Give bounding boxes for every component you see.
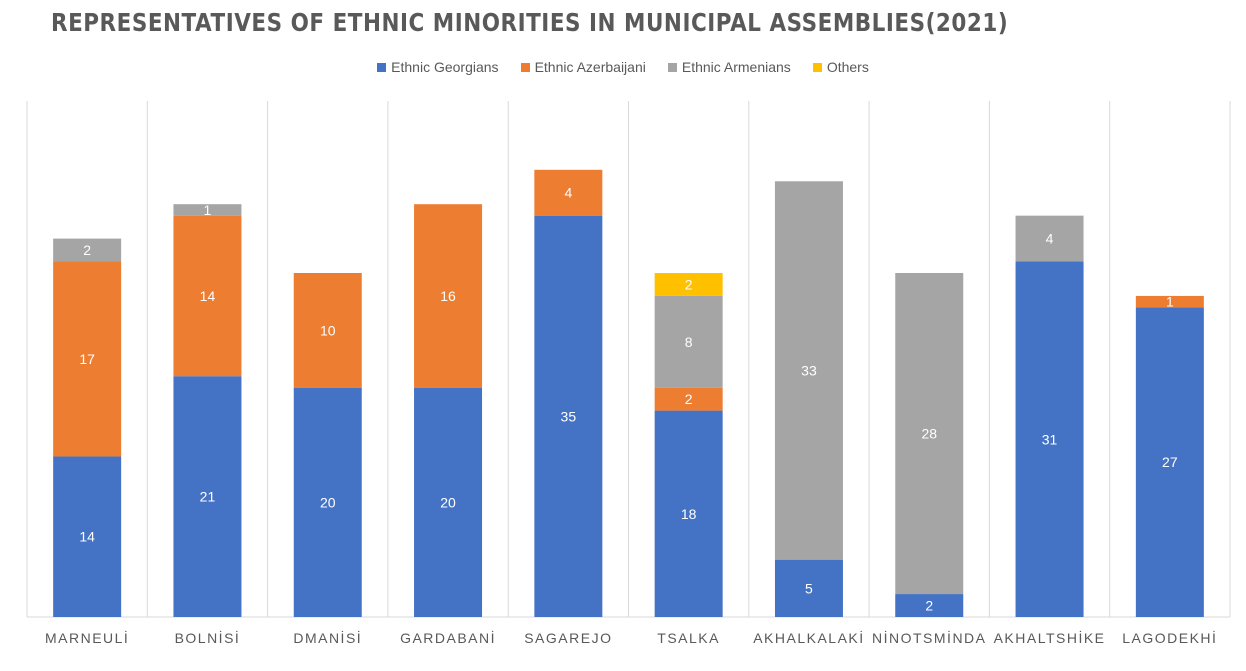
x-tick-label: SAGAREJO: [524, 630, 612, 646]
bar-segment: [1015, 261, 1084, 617]
data-label: 14: [200, 288, 216, 304]
data-label: 20: [320, 494, 336, 510]
bar-segment: [534, 169, 603, 216]
bar-segment: [53, 261, 122, 457]
legend-item: Ethnic Azerbaijani: [520, 59, 646, 75]
data-label: 18: [681, 506, 697, 522]
x-tick-label: BOLNİSİ: [175, 629, 241, 646]
legend-label: Ethnic Armenians: [681, 59, 791, 75]
data-label: 27: [1162, 454, 1178, 470]
data-label: 2: [925, 598, 933, 614]
x-tick-label: NİNOTSMİNDA: [872, 629, 987, 646]
legend-item: Ethnic Georgians: [377, 59, 499, 75]
data-label: 35: [561, 408, 577, 424]
data-label: 8: [685, 334, 693, 350]
data-label: 1: [1166, 294, 1174, 310]
data-label: 1: [204, 202, 212, 218]
data-label: 20: [440, 494, 456, 510]
x-tick-label: MARNEULİ: [45, 629, 129, 646]
bar-segment: [173, 215, 242, 377]
bar-segment: [1015, 215, 1084, 262]
x-tick-label: AKHALTSHİKE: [994, 629, 1106, 646]
bar-segment: [654, 410, 723, 617]
bar-segment: [654, 295, 723, 388]
bar-segment: [414, 387, 483, 617]
data-label: 2: [83, 242, 91, 258]
data-label: 14: [79, 529, 95, 545]
legend-label: Others: [826, 59, 869, 75]
bar-segment: [654, 387, 723, 411]
data-label: 2: [685, 276, 693, 292]
legend-item: Others: [812, 59, 869, 75]
bar-segment: [895, 594, 964, 617]
bar-segment: [774, 181, 843, 560]
legend-label: Ethnic Georgians: [391, 59, 499, 75]
data-label: 33: [801, 362, 817, 378]
x-tick-label: DMANİSİ: [293, 629, 362, 646]
data-label: 31: [1042, 431, 1058, 447]
legend-item: Ethnic Armenians: [667, 59, 791, 75]
x-tick-label: LAGODEKHİ: [1122, 629, 1217, 646]
data-label: 2: [685, 391, 693, 407]
bar-segment: [293, 273, 362, 388]
legend-label: Ethnic Azerbaijani: [534, 59, 646, 75]
legend-swatch: [520, 62, 530, 72]
bar-segment: [1135, 307, 1204, 617]
data-label: 4: [1046, 231, 1054, 247]
bar-segment: [1135, 295, 1204, 308]
bar-segment: [774, 559, 843, 617]
legend: Ethnic Georgians Ethnic Azerbaijani Ethnic…: [0, 59, 1246, 75]
x-tick-label: TSALKA: [657, 630, 720, 646]
legend-swatch: [812, 62, 822, 72]
bar-segment: [654, 273, 723, 296]
bar-segment: [53, 238, 122, 262]
data-label: 10: [320, 322, 336, 338]
x-tick-label: GARDABANİ: [400, 629, 496, 646]
data-label: 4: [564, 185, 572, 201]
data-label: 21: [200, 489, 216, 505]
legend-swatch: [667, 62, 677, 72]
bar-segment: [534, 215, 603, 617]
bar-segment: [173, 376, 242, 617]
x-tick-label: AKHALKALAKİ: [753, 629, 864, 646]
data-label: 5: [805, 580, 813, 596]
data-label: 16: [440, 288, 456, 304]
bar-segment: [293, 387, 362, 617]
data-label: 17: [79, 351, 95, 367]
data-label: 28: [921, 426, 937, 442]
bar-segment: [414, 204, 483, 388]
bar-segment: [53, 456, 122, 617]
chart-title: REPRESENTATIVES OF ETHNIC MINORITIES IN …: [51, 8, 1009, 37]
bar-segment: [173, 204, 242, 216]
legend-swatch: [377, 62, 387, 72]
bar-segment: [895, 273, 964, 595]
